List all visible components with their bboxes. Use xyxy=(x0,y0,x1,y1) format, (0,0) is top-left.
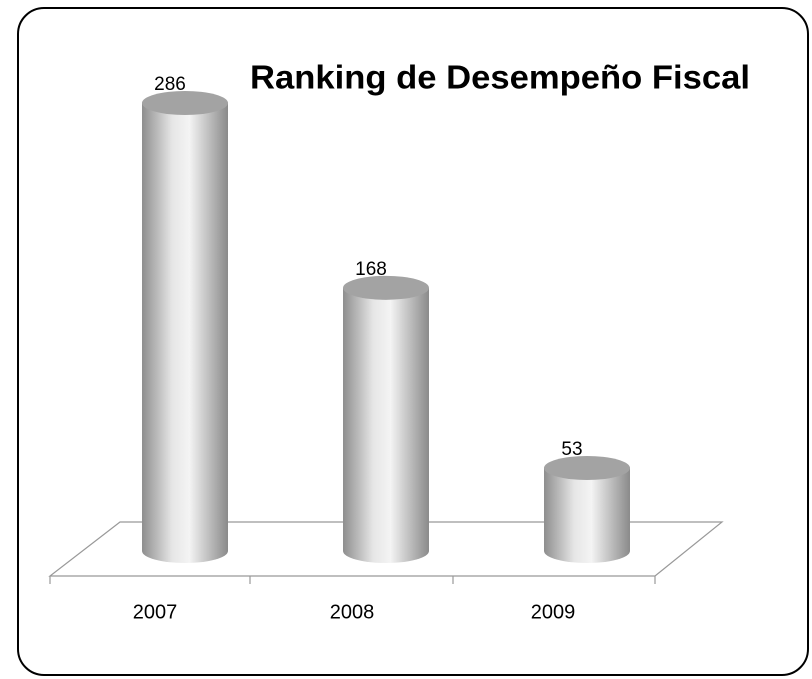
x-tick-label: 2008 xyxy=(330,601,375,623)
value-label: 53 xyxy=(561,439,582,460)
cylinder-body xyxy=(142,103,228,563)
value-label: 168 xyxy=(355,259,387,280)
x-axis-ticks xyxy=(49,576,656,584)
cylinder-body xyxy=(343,287,429,563)
cylinder-top xyxy=(544,455,630,480)
chart-title: Ranking de Desempeño Fiscal xyxy=(250,59,750,96)
cylinder-top xyxy=(142,91,228,115)
x-tick-label: 2007 xyxy=(133,601,178,623)
cylinder-top xyxy=(343,275,429,300)
value-label: 286 xyxy=(154,74,186,95)
x-tick-label: 2009 xyxy=(531,601,576,623)
cylinder-body xyxy=(544,467,630,563)
